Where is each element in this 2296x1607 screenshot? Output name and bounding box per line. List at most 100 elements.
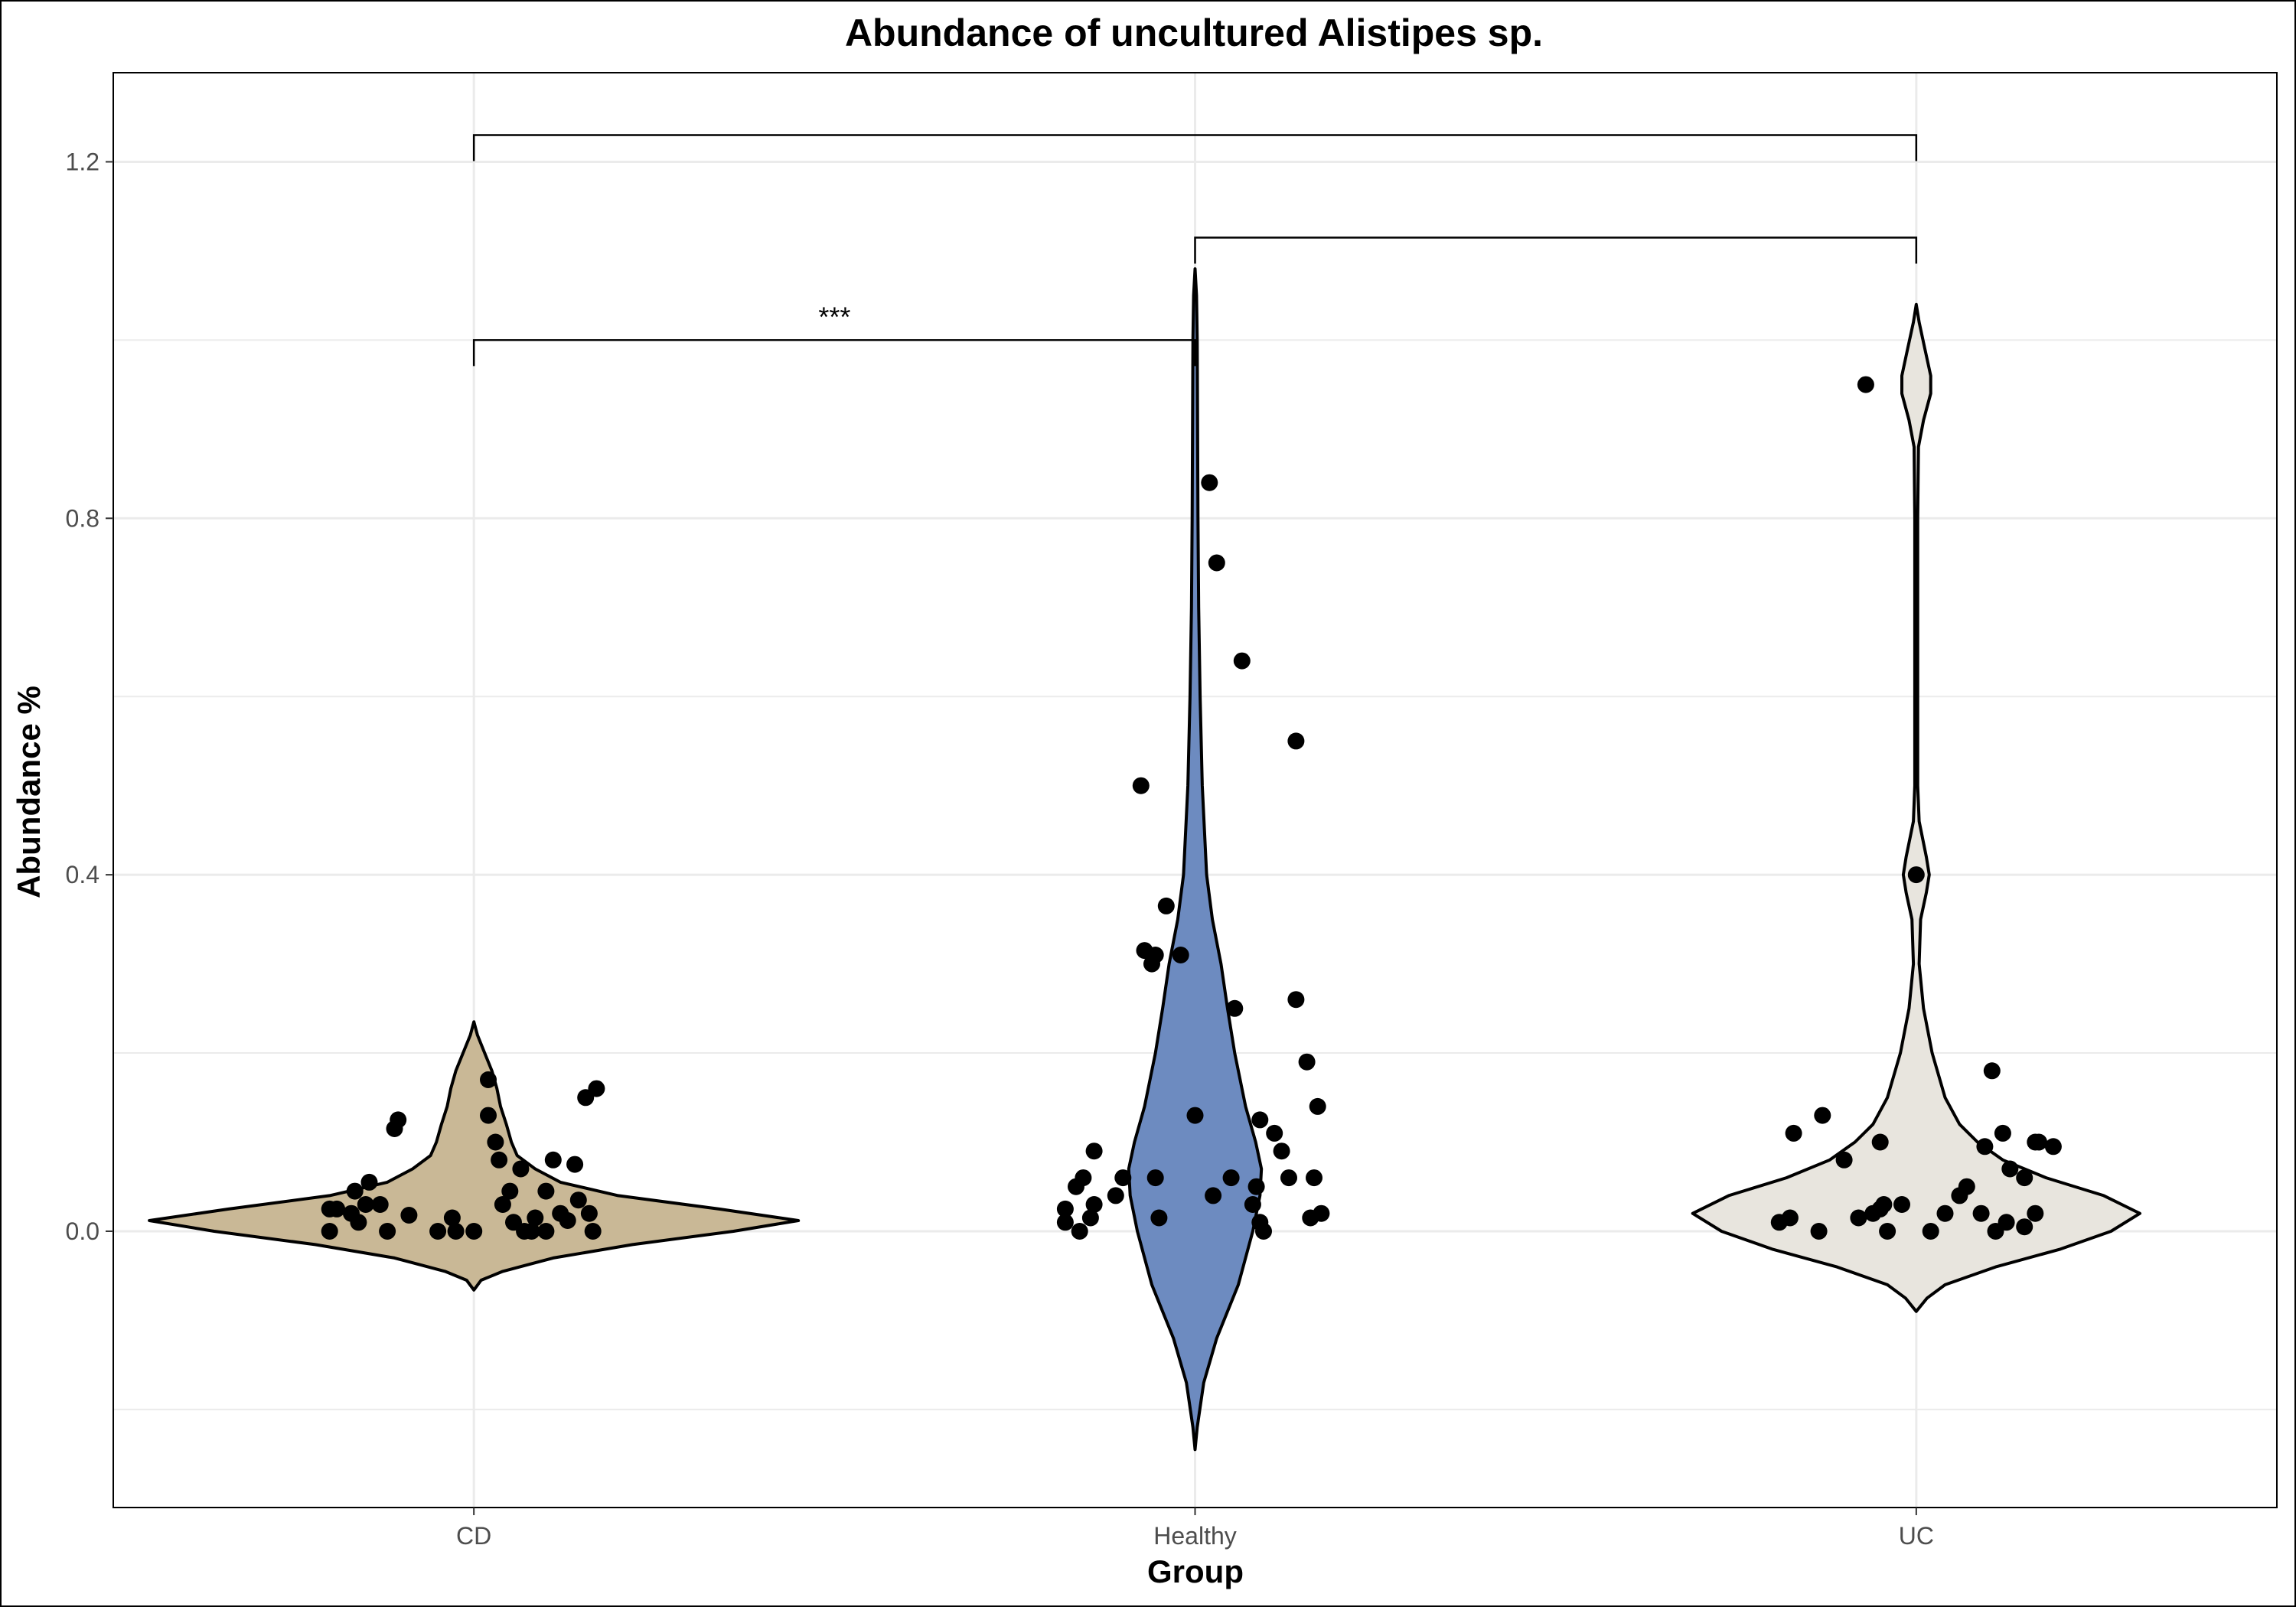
- data-point-healthy: [1136, 942, 1153, 960]
- data-point-uc: [1879, 1223, 1896, 1240]
- data-point-uc: [1994, 1124, 2011, 1142]
- data-point-healthy: [1313, 1204, 1330, 1222]
- significance-bracket-healthy-uc: [1194, 236, 1918, 264]
- data-point-healthy: [1266, 1124, 1283, 1142]
- y-axis-title: Abundance %: [11, 686, 47, 898]
- data-point-uc: [1922, 1223, 1939, 1240]
- data-point-healthy: [1132, 777, 1150, 794]
- data-point-healthy: [1157, 897, 1175, 914]
- data-point-healthy: [1226, 999, 1244, 1017]
- data-point-cd: [480, 1071, 497, 1088]
- data-point-uc: [1871, 1133, 1889, 1151]
- data-point-healthy: [1150, 1209, 1168, 1227]
- data-point-cd: [357, 1196, 374, 1213]
- data-point-healthy: [1085, 1143, 1103, 1160]
- y-tick-label: 0.4: [66, 861, 99, 888]
- data-point-uc: [1976, 1138, 1994, 1156]
- significance-bracket-cd-uc: [472, 134, 1918, 161]
- data-point-healthy: [1075, 1169, 1092, 1187]
- data-point-healthy: [1085, 1196, 1103, 1213]
- data-point-healthy: [1056, 1200, 1074, 1217]
- data-point-uc: [1850, 1209, 1867, 1227]
- x-tick-label-cd: CD: [456, 1522, 491, 1550]
- significance-bracket-cd-healthy: [472, 339, 1196, 367]
- data-point-healthy: [1081, 1209, 1099, 1227]
- data-point-cd: [501, 1182, 519, 1200]
- data-point-healthy: [1287, 732, 1305, 750]
- data-point-uc: [1875, 1196, 1893, 1213]
- data-point-healthy: [1201, 474, 1218, 491]
- data-point-cd: [360, 1173, 378, 1191]
- data-point-cd: [544, 1151, 562, 1169]
- data-point-uc: [2027, 1204, 2044, 1222]
- data-point-healthy: [1071, 1223, 1088, 1240]
- data-point-cd: [537, 1223, 555, 1240]
- data-point-uc: [1998, 1214, 2015, 1231]
- data-point-healthy: [1255, 1223, 1272, 1240]
- data-point-cd: [487, 1133, 504, 1151]
- y-tick-label: 0.8: [66, 504, 99, 532]
- data-point-uc: [1983, 1062, 2001, 1080]
- data-point-cd: [379, 1223, 396, 1240]
- data-point-healthy: [1186, 1107, 1204, 1124]
- data-point-uc: [2016, 1169, 2033, 1187]
- data-point-uc: [2001, 1160, 2019, 1178]
- y-tick-label: 0.0: [66, 1217, 99, 1245]
- data-point-healthy: [1298, 1053, 1316, 1071]
- data-point-uc: [1972, 1204, 1990, 1222]
- data-point-healthy: [1114, 1169, 1132, 1187]
- data-point-healthy: [1287, 991, 1305, 1009]
- data-point-healthy: [1306, 1169, 1322, 1187]
- data-point-cd: [537, 1182, 555, 1200]
- data-point-cd: [491, 1151, 508, 1169]
- data-point-cd: [566, 1156, 584, 1173]
- data-point-uc: [1814, 1107, 1831, 1124]
- data-point-uc: [1810, 1223, 1828, 1240]
- data-point-healthy: [1146, 1169, 1164, 1187]
- data-point-healthy: [1208, 554, 1225, 572]
- data-point-cd: [584, 1223, 602, 1240]
- data-point-cd: [443, 1209, 461, 1227]
- data-point-cd: [480, 1107, 497, 1124]
- data-point-uc: [1893, 1196, 1910, 1213]
- data-point-cd: [559, 1212, 576, 1229]
- significance-bracket-layer: ***: [472, 134, 1918, 367]
- data-point-cd: [447, 1223, 465, 1240]
- point-layer: [321, 376, 2062, 1240]
- data-point-healthy: [1222, 1169, 1240, 1187]
- data-point-uc: [1785, 1124, 1802, 1142]
- violin-cd: [148, 1020, 801, 1292]
- y-axis-ticks: 0.0 0.4 0.8 1.2: [66, 148, 113, 1245]
- violin-layer: [148, 267, 2141, 1452]
- data-point-uc: [1781, 1209, 1799, 1227]
- x-tick-label-uc: UC: [1899, 1522, 1934, 1550]
- data-point-cd: [386, 1120, 403, 1137]
- data-point-healthy: [1251, 1111, 1269, 1129]
- data-point-healthy: [1280, 1169, 1297, 1187]
- data-point-healthy: [1309, 1097, 1326, 1115]
- data-point-uc: [1907, 866, 1925, 884]
- data-point-cd: [527, 1209, 544, 1227]
- data-point-cd: [494, 1196, 511, 1213]
- data-point-cd: [321, 1200, 338, 1217]
- data-point-cd: [429, 1223, 447, 1240]
- data-point-cd: [465, 1223, 483, 1240]
- data-point-healthy: [1205, 1187, 1222, 1204]
- data-point-uc: [2027, 1133, 2044, 1151]
- data-point-uc: [2016, 1218, 2033, 1236]
- data-point-healthy: [1233, 652, 1251, 670]
- data-point-healthy: [1056, 1214, 1074, 1231]
- x-tick-label-healthy: Healthy: [1153, 1522, 1237, 1550]
- data-point-cd: [523, 1223, 540, 1240]
- data-point-uc: [1857, 376, 1874, 393]
- data-point-uc: [1958, 1178, 1975, 1195]
- data-point-uc: [1835, 1151, 1853, 1169]
- significance-label: ***: [818, 301, 850, 332]
- data-point-healthy: [1244, 1196, 1261, 1213]
- violin-healthy: [1127, 267, 1264, 1452]
- data-point-cd: [371, 1196, 389, 1213]
- data-point-healthy: [1107, 1187, 1124, 1204]
- x-axis-ticks: CD Healthy UC: [456, 1508, 1934, 1550]
